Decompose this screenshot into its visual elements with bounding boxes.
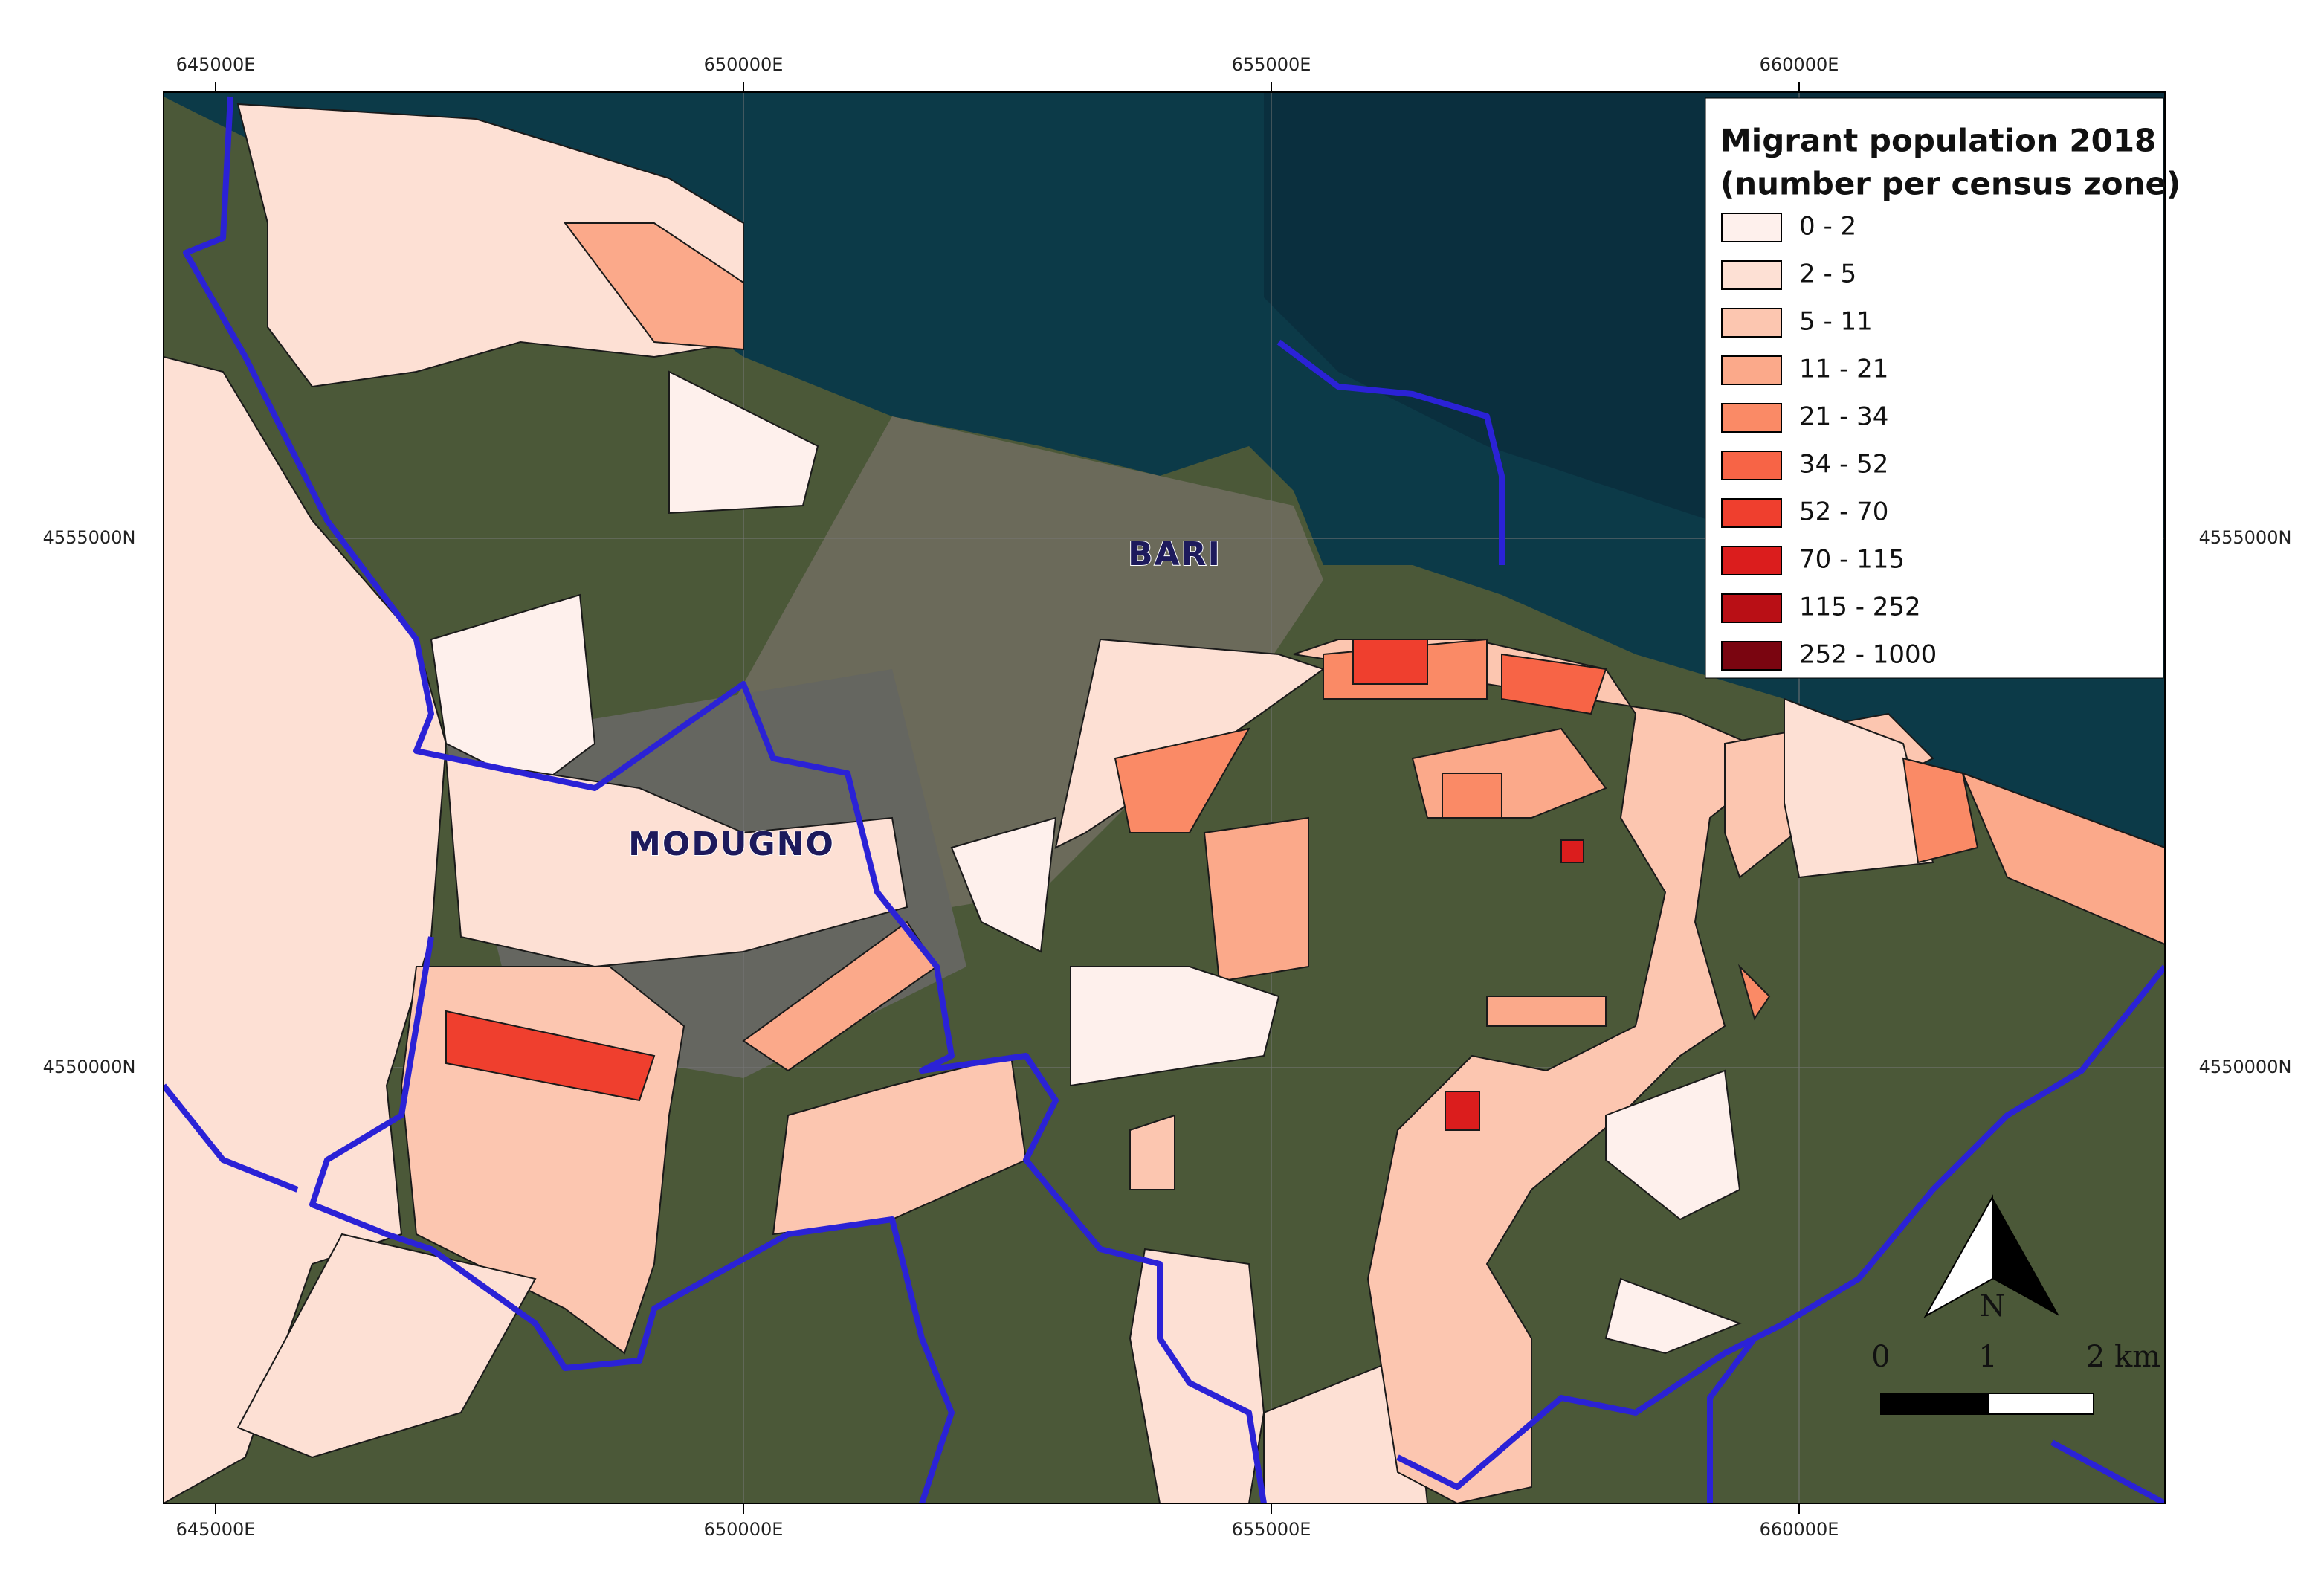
scale-label: 2 km <box>2086 1340 2160 1374</box>
x-coord-label: 650000E <box>704 1519 784 1540</box>
scale-bar: 0 1 2 km <box>1871 1340 2160 1415</box>
legend-swatch <box>1721 308 1782 338</box>
zone <box>236 103 744 388</box>
zone <box>445 1010 656 1102</box>
y-coord-label: 4555000N <box>2199 527 2292 548</box>
y-coord-label: 4550000N <box>2199 1057 2292 1077</box>
legend-label: 70 - 115 <box>1799 545 1905 575</box>
zone <box>668 370 819 515</box>
zone <box>1129 1114 1175 1190</box>
legend-label: 11 - 21 <box>1799 355 1888 384</box>
zone <box>1501 653 1607 715</box>
legend-label: 5 - 11 <box>1799 307 1873 337</box>
legend-swatch <box>1721 546 1782 575</box>
legend-swatch <box>1721 403 1782 433</box>
zone <box>1604 1277 1742 1355</box>
legend-swatch <box>1721 498 1782 528</box>
scale-label: 0 <box>1871 1340 1890 1374</box>
x-coord-label: 655000E <box>1232 54 1311 75</box>
zone <box>1902 757 1979 864</box>
north-arrow: N <box>1923 1194 2059 1323</box>
legend-title: (number per census zone) <box>1720 166 2181 202</box>
legend-swatch <box>1721 355 1782 385</box>
legend-title: Migrant population 2018 <box>1720 123 2156 159</box>
legend-swatch <box>1721 260 1782 290</box>
place-label: MODUGNO <box>628 825 835 863</box>
x-coord-label: 655000E <box>1232 1519 1311 1540</box>
zone <box>564 222 744 351</box>
scale-segment <box>1987 1393 2094 1415</box>
municipal-borders <box>164 96 2165 1503</box>
place-label: BARI <box>1128 535 1221 573</box>
zone <box>1605 1069 1741 1221</box>
census-zones <box>164 103 2165 1503</box>
zone <box>1442 773 1502 819</box>
legend: Migrant population 2018 (number per cens… <box>1705 97 2181 679</box>
legend-swatch <box>1721 593 1782 623</box>
y-coord-label: 4555000N <box>43 527 136 548</box>
zone <box>1114 727 1250 833</box>
zone <box>1961 772 2165 946</box>
legend-label: 52 - 70 <box>1799 497 1888 527</box>
x-coord-label: 645000E <box>176 54 256 75</box>
scale-segment <box>1880 1393 1989 1415</box>
scale-label: 1 <box>1978 1340 1997 1374</box>
legend-swatch <box>1721 641 1782 671</box>
zone <box>164 355 448 1503</box>
zone <box>1445 1091 1480 1131</box>
x-coord-label: 660000E <box>1760 54 1839 75</box>
zone <box>1486 996 1607 1027</box>
map-frame <box>163 91 2166 1504</box>
zone <box>430 593 596 790</box>
legend-box <box>1705 97 2164 679</box>
legend-label: 34 - 52 <box>1799 450 1888 480</box>
zone <box>1293 639 1786 1503</box>
zone <box>1070 966 1280 1087</box>
x-coord-label: 660000E <box>1760 1519 1839 1540</box>
x-coord-label: 645000E <box>176 1519 256 1540</box>
zone <box>1352 639 1428 685</box>
legend-label: 115 - 252 <box>1799 593 1921 622</box>
zone <box>1560 839 1584 863</box>
legend-label: 2 - 5 <box>1799 259 1856 289</box>
zone <box>236 1233 537 1459</box>
legend-label: 252 - 1000 <box>1799 640 1937 670</box>
y-coord-label: 4550000N <box>43 1057 136 1077</box>
zone <box>950 816 1057 953</box>
x-coord-label: 650000E <box>704 54 784 75</box>
legend-label: 21 - 34 <box>1799 402 1888 432</box>
legend-label: 0 - 2 <box>1799 212 1856 242</box>
arrow-half <box>1992 1197 2059 1316</box>
north-label: N <box>1980 1289 2006 1323</box>
zone <box>445 757 908 968</box>
legend-swatch <box>1721 213 1782 242</box>
zone <box>1737 964 1771 1021</box>
legend-swatch <box>1721 451 1782 480</box>
zone <box>1203 816 1309 983</box>
zone <box>1129 1248 1265 1503</box>
zone <box>1784 697 1934 879</box>
